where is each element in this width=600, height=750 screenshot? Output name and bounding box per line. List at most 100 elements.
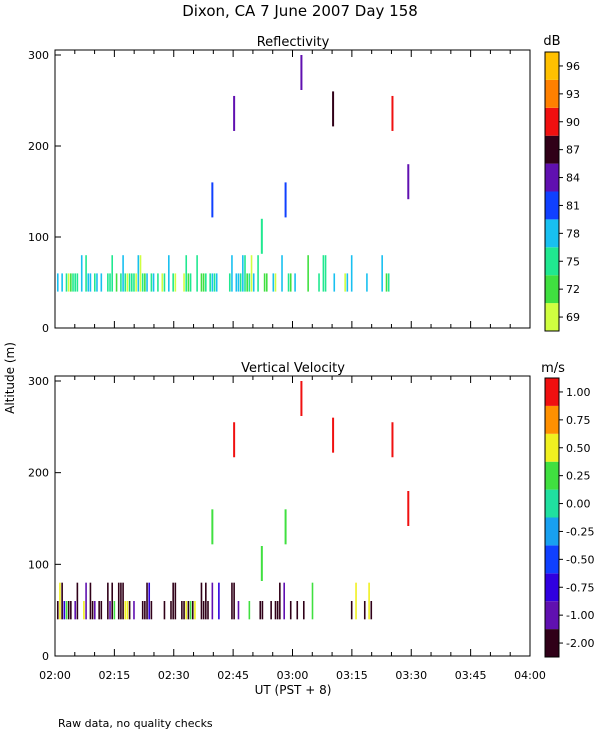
reflectivity-echo [137,255,140,292]
reflectivity-y-ticks: 0 100 200 300 [28,49,61,335]
reflectivity-colorbar-swatch [545,219,559,248]
x-tick-label: 03:45 [455,669,487,682]
reflectivity-colorbar-swatch [545,135,559,164]
reflectivity-echo [131,273,133,292]
vertical-velocity-echo [150,601,153,620]
reflectivity-echo [244,255,246,292]
reflectivity-echo [139,255,142,292]
vertical-velocity-echo [91,601,94,620]
reflectivity-echo [187,273,190,292]
reflectivity-colorbar-frame [544,51,560,332]
reflectivity-echo [126,273,129,292]
reflectivity-echo [152,273,155,292]
vertical-velocity-echo [279,582,281,620]
reflectivity-echo [200,273,203,292]
vertical-velocity-echo [194,601,196,620]
vertical-velocity-echo [63,601,66,620]
x-tick-label: 02:00 [39,669,71,682]
reflectivity-echo [300,55,303,90]
reflectivity-colorbar-unit: dB [543,34,560,49]
vertical-velocity-echo [93,601,96,620]
reflectivity-echo [385,273,388,292]
reflectivity-echo [150,273,153,292]
reflectivity-colorbar-swatch [545,163,559,192]
vertical-velocity-echo [270,601,272,620]
vertical-velocity-colorbar-swatch [545,545,559,574]
vertical-velocity-title: Vertical Velocity [241,361,345,376]
x-tick-label: 04:00 [514,669,546,682]
vertical-velocity-echo [233,582,235,620]
vertical-velocity-echo [289,601,292,620]
vertical-velocity-colorbar-swatch [545,489,559,518]
reflectivity-echo [381,255,383,292]
vertical-velocity-echo [276,601,279,620]
reflectivity-colorbar-tick-label: 87 [566,144,580,157]
vertical-velocity-echo [172,582,174,620]
vertical-velocity-echo [56,601,59,620]
vertical-velocity-colorbar-tick-label: 0.50 [566,442,591,455]
vertical-velocity-echo [233,422,236,458]
reflectivity-echo [332,91,335,127]
reflectivity-echo [85,255,87,292]
reflectivity-echo [228,273,231,292]
vertical-velocity-echo [141,601,144,620]
reflectivity-echo [189,273,192,292]
reflectivity-echo [172,273,174,292]
reflectivity-panel: Reflectivity 0 100 200 300 dB 69 72 75 78 81 84 8… [28,34,580,335]
vertical-velocity-echo [89,582,92,620]
reflectivity-echo [387,273,390,292]
reflectivity-colorbar-tick-label: 69 [566,311,580,324]
vertical-velocity-echo [261,601,264,620]
x-tick-label: 02:30 [158,669,190,682]
reflectivity-y-tick-label: 200 [28,140,49,153]
vertical-velocity-echo [355,582,357,620]
reflectivity-echo [120,273,122,292]
reflectivity-echo [350,255,353,292]
reflectivity-echo [346,273,349,292]
reflectivity-echo [107,273,109,292]
reflectivity-echo [122,255,124,292]
reflectivity-echo [391,95,394,131]
vertical-velocity-echo [187,601,190,620]
reflectivity-echo [250,255,253,292]
reflectivity-echo [89,273,92,292]
reflectivity-colorbar-swatch [545,275,559,304]
vertical-velocity-colorbar-swatch [545,517,559,546]
vertical-velocity-echo [237,601,240,620]
reflectivity-plot-frame [54,49,531,329]
reflectivity-echo [135,273,137,292]
vertical-velocity-echo [67,601,70,620]
reflectivity-echo [213,273,216,292]
reflectivity-echo [233,95,236,131]
vertical-velocity-y-tick-label: 200 [28,467,49,480]
x-axis-label: UT (PST + 8) [255,683,332,697]
reflectivity-colorbar: 69 72 75 78 81 84 87 90 93 96 [544,51,580,332]
reflectivity-echo [239,273,242,292]
vertical-velocity-echo [100,601,103,620]
reflectivity-echo [263,273,266,292]
vertical-velocity-colorbar-tick-label: -0.50 [566,553,594,566]
vertical-velocity-echo [283,582,285,620]
x-tick-label: 03:00 [277,669,309,682]
vertical-velocity-x-ticks [54,376,531,656]
reflectivity-echo [144,273,146,292]
vertical-velocity-echo [218,582,220,620]
x-tick-labels: 02:00 02:15 02:30 02:45 03:00 03:15 03:30 03:45… [39,669,546,682]
reflectivity-echo [307,255,309,292]
reflectivity-echo [109,273,111,292]
reflectivity-echo [115,273,118,292]
vertical-velocity-echo [259,601,262,620]
reflectivity-colorbar-tick-label: 84 [566,172,580,185]
vertical-velocity-echo [211,509,214,545]
vertical-velocity-echo [189,601,192,620]
reflectivity-colorbar-swatch [545,79,559,108]
vertical-velocity-echo [368,582,370,620]
vertical-velocity-echo [83,601,85,620]
reflectivity-echo [235,273,238,292]
reflectivity-echo [344,273,346,292]
vertical-velocity-colorbar-swatch [545,573,559,602]
vertical-velocity-echo [181,601,183,620]
vertical-velocity-echo [170,601,172,620]
reflectivity-x-ticks [54,50,531,328]
